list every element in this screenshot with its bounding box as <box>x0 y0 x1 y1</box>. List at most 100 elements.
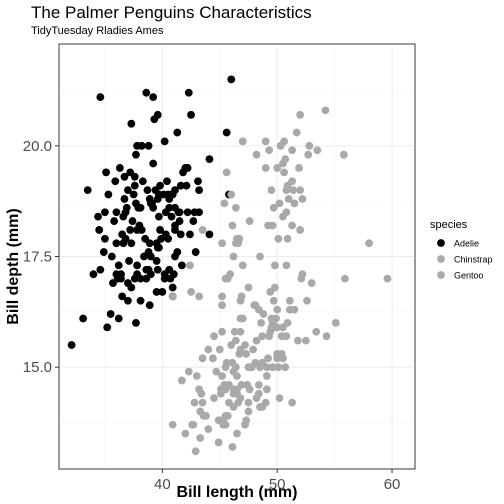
data-point-adelie <box>127 283 136 292</box>
data-point-gentoo <box>210 332 218 341</box>
data-point-gentoo <box>214 438 223 447</box>
data-point-chinstrap <box>280 137 288 146</box>
data-point-adelie <box>126 226 135 234</box>
data-point-chinstrap <box>227 190 236 199</box>
data-point-chinstrap <box>195 292 204 301</box>
data-point-gentoo <box>237 380 246 389</box>
data-point-adelie <box>138 177 147 186</box>
data-point-chinstrap <box>261 164 270 172</box>
data-point-gentoo <box>231 363 240 372</box>
data-point-adelie <box>189 217 198 225</box>
data-point-adelie <box>132 319 140 327</box>
data-point-adelie <box>169 270 178 279</box>
data-point-adelie <box>152 257 161 265</box>
data-point-gentoo <box>238 314 247 323</box>
data-point-gentoo <box>257 319 266 327</box>
data-point-chinstrap <box>273 164 282 172</box>
legend-entry: Gentoo <box>437 271 484 281</box>
data-point-adelie <box>145 301 154 310</box>
data-point-chinstrap <box>168 292 177 301</box>
data-point-adelie <box>140 252 148 261</box>
data-point-gentoo <box>290 305 299 314</box>
data-point-gentoo <box>233 372 241 380</box>
data-point-adelie <box>114 314 123 323</box>
data-point-chinstrap <box>228 221 237 230</box>
data-point-gentoo <box>168 420 177 429</box>
data-point-gentoo <box>341 274 349 283</box>
data-point-chinstrap <box>289 186 298 194</box>
data-point-chinstrap <box>288 221 297 230</box>
data-point-adelie <box>149 93 158 102</box>
data-point-gentoo <box>282 332 291 341</box>
data-point-adelie <box>89 270 98 279</box>
data-point-adelie <box>112 239 121 248</box>
data-point-gentoo <box>236 394 245 403</box>
data-point-chinstrap <box>313 146 322 155</box>
data-point-gentoo <box>189 420 198 429</box>
data-point-gentoo <box>322 332 331 341</box>
legend-key <box>437 271 445 279</box>
series-gentoo <box>168 261 392 456</box>
data-point-chinstrap <box>220 199 229 208</box>
data-point-gentoo <box>192 372 201 380</box>
data-point-chinstrap <box>235 234 244 243</box>
data-point-adelie <box>173 248 182 256</box>
chart-subtitle: TidyTuesday Rladies Ames <box>31 25 164 37</box>
data-point-chinstrap <box>271 261 279 270</box>
data-point-gentoo <box>262 372 271 380</box>
data-point-adelie <box>149 159 158 168</box>
data-point-chinstrap <box>321 106 330 115</box>
data-point-chinstrap <box>218 292 226 301</box>
data-point-chinstrap <box>296 186 305 194</box>
data-point-gentoo <box>288 398 297 407</box>
data-point-adelie <box>152 288 161 296</box>
data-point-gentoo <box>249 345 257 354</box>
data-point-adelie <box>99 248 108 256</box>
data-point-gentoo <box>261 398 270 407</box>
data-point-gentoo <box>268 363 277 372</box>
data-point-adelie <box>146 252 155 261</box>
data-point-adelie <box>117 270 125 279</box>
data-point-chinstrap <box>218 239 226 248</box>
data-point-gentoo <box>241 341 249 349</box>
data-point-gentoo <box>331 319 340 327</box>
data-point-chinstrap <box>229 252 238 261</box>
data-point-gentoo <box>252 336 261 345</box>
data-point-gentoo <box>281 363 290 372</box>
data-point-adelie <box>94 212 102 221</box>
data-point-gentoo <box>210 394 218 403</box>
data-point-adelie <box>104 190 113 199</box>
data-point-adelie <box>103 323 112 332</box>
data-point-chinstrap <box>256 252 264 261</box>
series-chinstrap <box>168 106 373 310</box>
data-point-adelie <box>171 186 179 194</box>
data-point-chinstrap <box>244 283 253 292</box>
data-point-adelie <box>183 164 192 172</box>
data-point-gentoo <box>250 301 259 310</box>
data-point-chinstrap <box>252 150 261 159</box>
data-point-chinstrap <box>283 234 292 243</box>
data-point-adelie <box>176 230 185 239</box>
data-point-gentoo <box>298 270 307 279</box>
legend-label: Chinstrap <box>454 255 493 265</box>
data-point-chinstrap <box>296 226 305 234</box>
data-points <box>67 75 392 456</box>
data-point-chinstrap <box>275 199 284 208</box>
data-point-gentoo <box>223 411 232 420</box>
data-point-adelie <box>124 186 132 194</box>
data-point-gentoo <box>279 354 287 363</box>
data-point-gentoo <box>218 372 226 380</box>
data-point-chinstrap <box>238 137 247 146</box>
data-point-gentoo <box>196 434 205 442</box>
data-point-gentoo <box>204 345 213 354</box>
data-point-adelie <box>222 128 231 137</box>
x-tick-label: 40 <box>154 476 171 493</box>
data-point-gentoo <box>273 305 282 314</box>
data-point-chinstrap <box>284 195 293 203</box>
data-point-gentoo <box>204 425 213 434</box>
data-point-adelie <box>144 141 153 150</box>
data-point-chinstrap <box>231 203 240 212</box>
data-point-adelie <box>130 172 139 181</box>
data-point-chinstrap <box>187 288 195 296</box>
legend-entries: Adelie Chinstrap Gentoo <box>437 239 493 281</box>
